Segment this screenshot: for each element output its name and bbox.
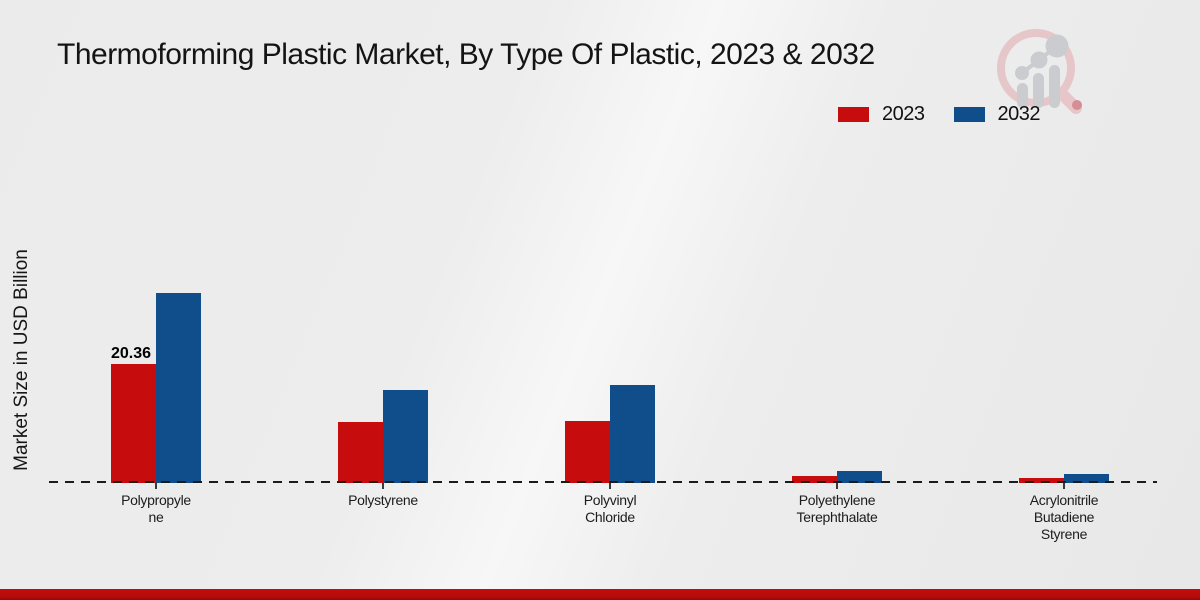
legend-item-2032: 2032	[953, 103, 1041, 126]
legend-item-2023: 2023	[838, 103, 925, 126]
x-axis-tick-polyethylene-terephthalate	[836, 483, 838, 489]
x-axis-baseline	[49, 481, 1157, 483]
bar-2023-polypropylene	[111, 364, 156, 483]
bar-2023-polystyrene	[338, 422, 383, 483]
x-axis-label-acrylonitrile-butadiene-styrene: Acrylonitrile Butadiene Styrene	[1029, 492, 1099, 542]
chart-title: Thermoforming Plastic Market, By Type Of…	[57, 38, 875, 71]
x-axis-tick-polyvinyl-chloride	[609, 483, 611, 489]
x-axis-tick-polypropylene	[155, 483, 157, 489]
footer-accent-bar	[0, 589, 1200, 600]
bar-trend-icon	[1015, 34, 1069, 108]
legend-swatch-2032	[953, 107, 985, 122]
bar-2032-polyethylene-terephthalate	[837, 471, 882, 483]
legend-label-2023: 2023	[882, 103, 925, 125]
market-research-magnifier-logo	[997, 29, 1082, 114]
legend: 2023 2032	[838, 103, 1040, 126]
legend-swatch-2023	[838, 107, 869, 122]
x-axis-tick-acrylonitrile-butadiene-styrene	[1063, 483, 1065, 489]
bar-2023-acrylonitrile-butadiene-styrene	[1019, 478, 1064, 483]
x-axis-label-polypropylene: Polypropyle ne	[121, 492, 191, 525]
x-axis-tick-polystyrene	[382, 483, 384, 489]
bar-2023-polyvinyl-chloride	[565, 421, 610, 483]
bar-2032-polyvinyl-chloride	[610, 385, 655, 483]
legend-label-2032: 2032	[997, 103, 1041, 125]
data-label-2023: 20.36	[111, 345, 152, 362]
x-axis-label-polyvinyl-chloride: Polyvinyl Chloride	[583, 492, 637, 525]
bar-2032-polystyrene	[383, 390, 428, 483]
bar-2032-polypropylene	[156, 293, 201, 483]
bar-2023-polyethylene-terephthalate	[792, 476, 837, 483]
x-axis-label-polyethylene-terephthalate: Polyethylene Terephthalate	[796, 492, 878, 525]
x-axis-label-polystyrene: Polystyrene	[348, 492, 418, 508]
bar-2032-acrylonitrile-butadiene-styrene	[1064, 474, 1109, 483]
